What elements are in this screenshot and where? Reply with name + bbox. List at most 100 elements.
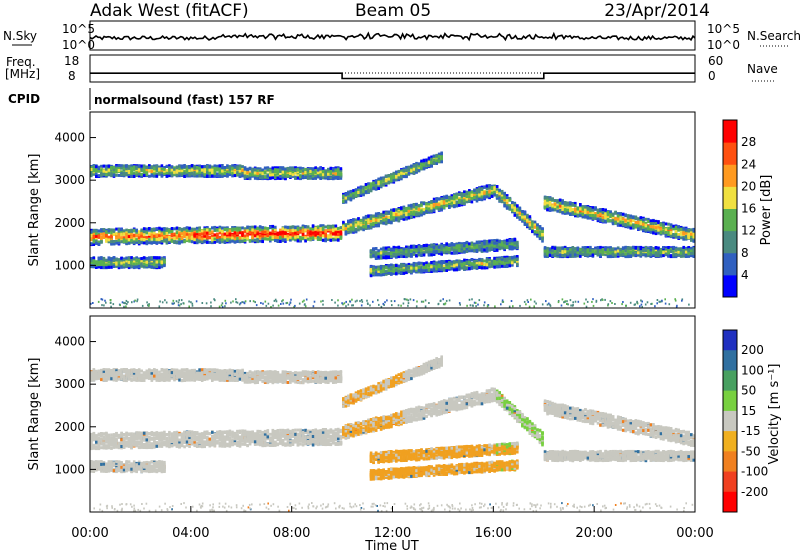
echo-cell <box>142 235 146 239</box>
echo-cell <box>367 224 370 228</box>
echo-cell <box>153 231 156 235</box>
echo-cell <box>299 226 302 230</box>
echo-cell <box>349 219 353 223</box>
echo-cell <box>309 232 312 236</box>
echo-cell <box>130 171 133 175</box>
echo-cell <box>271 227 275 231</box>
echo-cell <box>175 231 179 235</box>
echo-cell <box>193 241 196 245</box>
echo-cell <box>253 228 257 231</box>
echo-cell <box>142 170 146 174</box>
echo-cell <box>145 256 149 260</box>
echo-cell <box>140 262 143 266</box>
echo-cell <box>127 166 131 170</box>
echo-cell <box>364 183 368 186</box>
echo-cell <box>188 239 191 243</box>
echo-cell <box>425 244 428 247</box>
echo-cell <box>329 170 333 174</box>
echo-cell <box>160 164 164 168</box>
echo-cell <box>382 256 385 260</box>
echo-cell <box>387 218 391 222</box>
echo-cell <box>180 169 184 173</box>
echo-cell <box>122 236 126 240</box>
echo-cell <box>221 226 224 230</box>
echo-cell <box>334 224 338 228</box>
echo-cell <box>231 166 234 170</box>
echo-cell <box>226 233 229 237</box>
echo-cell <box>218 174 222 178</box>
echo-cell <box>294 176 297 180</box>
echo-cell <box>420 268 423 272</box>
echo-cell <box>198 164 201 168</box>
echo-cell <box>140 232 143 236</box>
echo-cell <box>216 172 219 176</box>
echo-cell <box>379 254 383 258</box>
echo-cell <box>107 170 111 174</box>
echo-cell <box>289 238 292 242</box>
echo-cell <box>387 210 391 214</box>
echo-cell <box>153 259 156 263</box>
echo-cell <box>397 208 401 212</box>
echo-cell <box>415 204 418 208</box>
echo-cell <box>102 236 106 239</box>
echo-cell <box>200 229 204 233</box>
echo-cell <box>432 202 436 206</box>
echo-cell <box>339 176 343 180</box>
echo-cell <box>354 227 358 231</box>
echo-cell <box>279 166 282 170</box>
echo-cell <box>382 267 385 271</box>
echo-cell <box>362 225 365 228</box>
echo-cell <box>153 170 156 174</box>
echo-cell <box>349 195 353 199</box>
echo-cell <box>117 232 121 236</box>
echo-cell <box>395 211 398 214</box>
echo-cell <box>253 171 257 175</box>
echo-cell <box>243 230 247 234</box>
echo-cell <box>120 236 123 240</box>
echo-cell <box>203 235 206 239</box>
echo-cell <box>188 228 191 232</box>
echo-cell <box>95 237 98 241</box>
echo-cell <box>425 250 428 254</box>
echo-cell <box>377 221 380 225</box>
echo-cell <box>387 268 391 272</box>
echo-cell <box>112 168 116 172</box>
echo-cell <box>122 238 126 242</box>
echo-cell <box>153 174 156 178</box>
echo-cell <box>327 228 330 232</box>
echo-cell <box>110 235 113 239</box>
echo-cell <box>218 170 222 174</box>
echo-cell <box>203 240 206 244</box>
echo-cell <box>173 167 176 171</box>
echo-cell <box>276 176 280 180</box>
echo-cell <box>372 186 375 190</box>
echo-cell <box>332 232 335 236</box>
echo-cell <box>216 226 219 230</box>
echo-cell <box>427 247 431 251</box>
echo-cell <box>110 231 113 235</box>
echo-cell <box>382 249 385 253</box>
echo-cell <box>253 238 257 242</box>
echo-cell <box>405 217 408 221</box>
echo-cell <box>231 239 234 243</box>
echo-cell <box>188 226 191 230</box>
echo-cell <box>405 253 408 257</box>
echo-cell <box>432 161 436 164</box>
echo-cell <box>216 228 219 232</box>
echo-cell <box>120 261 123 265</box>
echo-cell <box>324 238 327 242</box>
echo-cell <box>432 197 436 201</box>
echo-cell <box>284 168 287 172</box>
echo-cell <box>422 247 426 251</box>
echo-cell <box>327 226 330 230</box>
echo-cell <box>286 166 290 170</box>
nsearch-label: N.Search <box>747 29 800 43</box>
echo-cell <box>243 175 247 178</box>
beam-title: Beam 05 <box>355 1 431 21</box>
echo-cell <box>309 176 312 180</box>
echo-cell <box>397 267 401 271</box>
echo-cell <box>145 265 149 269</box>
echo-cell <box>410 206 413 210</box>
echo-cell <box>390 215 393 219</box>
echo-cell <box>430 157 433 161</box>
